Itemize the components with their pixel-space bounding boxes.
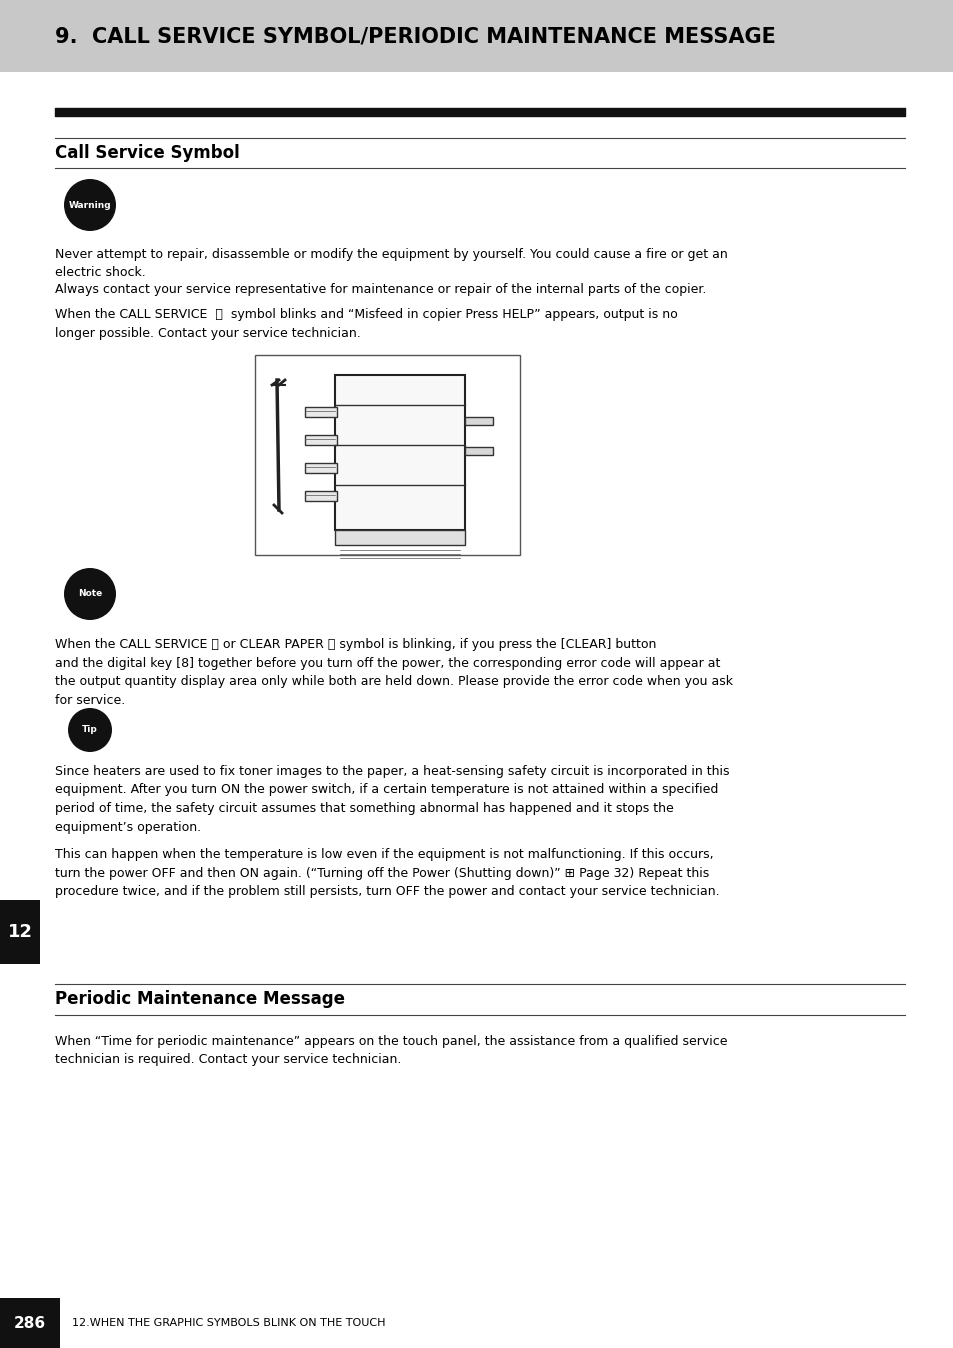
Circle shape <box>64 179 116 231</box>
Text: Warning: Warning <box>69 201 112 209</box>
Text: 12.WHEN THE GRAPHIC SYMBOLS BLINK ON THE TOUCH: 12.WHEN THE GRAPHIC SYMBOLS BLINK ON THE… <box>71 1318 385 1328</box>
Text: This can happen when the temperature is low even if the equipment is not malfunc: This can happen when the temperature is … <box>55 848 719 898</box>
Text: 12: 12 <box>8 923 32 941</box>
Bar <box>0 900 40 964</box>
Bar <box>464 417 493 425</box>
Bar <box>305 462 336 473</box>
Circle shape <box>64 568 116 620</box>
Text: Periodic Maintenance Message: Periodic Maintenance Message <box>55 989 345 1008</box>
Circle shape <box>68 708 112 752</box>
Text: Tip: Tip <box>82 725 98 735</box>
Text: Since heaters are used to fix toner images to the paper, a heat-sensing safety c: Since heaters are used to fix toner imag… <box>55 766 729 833</box>
Text: When the CALL SERVICE  ⓘ  symbol blinks and “Misfeed in copier Press HELP” appea: When the CALL SERVICE ⓘ symbol blinks an… <box>55 307 677 340</box>
Bar <box>335 375 464 530</box>
Bar <box>0 1298 60 1348</box>
Text: 286: 286 <box>14 1316 46 1330</box>
Bar <box>464 448 493 456</box>
Text: Always contact your service representative for maintenance or repair of the inte: Always contact your service representati… <box>55 283 705 297</box>
Bar <box>0 0 953 71</box>
Bar <box>305 435 336 445</box>
Bar <box>335 530 464 545</box>
Text: Never attempt to repair, disassemble or modify the equipment by yourself. You co: Never attempt to repair, disassemble or … <box>55 248 727 279</box>
Bar <box>254 355 519 555</box>
Text: Call Service Symbol: Call Service Symbol <box>55 144 239 162</box>
Text: When the CALL SERVICE Ⓨ or CLEAR PAPER Ⓨ symbol is blinking, if you press the [C: When the CALL SERVICE Ⓨ or CLEAR PAPER Ⓨ… <box>55 638 732 706</box>
Text: 9.  CALL SERVICE SYMBOL/PERIODIC MAINTENANCE MESSAGE: 9. CALL SERVICE SYMBOL/PERIODIC MAINTENA… <box>55 26 775 46</box>
Text: When “Time for periodic maintenance” appears on the touch panel, the assistance : When “Time for periodic maintenance” app… <box>55 1035 727 1066</box>
Text: Note: Note <box>78 589 102 599</box>
Bar <box>305 407 336 417</box>
Bar <box>305 491 336 501</box>
